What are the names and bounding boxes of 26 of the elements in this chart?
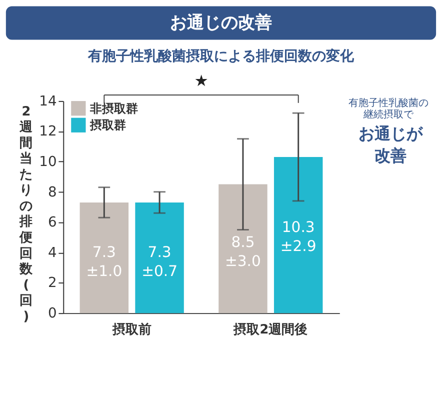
y-tick-label: 0 <box>48 306 57 322</box>
legend-label: 摂取群 <box>88 118 126 132</box>
data-label: 8.5 ±3.0 <box>225 234 261 270</box>
x-tick-label: 摂取前 <box>111 322 152 338</box>
y-tick-label: 14 <box>39 93 57 110</box>
data-label: 10.3 ±2.9 <box>280 219 316 255</box>
text: ★ <box>194 71 208 90</box>
legend-label: 非摂取群 <box>88 101 138 116</box>
bar <box>80 202 129 314</box>
bar <box>218 184 268 314</box>
x-tick-label: 摂取2週間後 <box>232 321 308 338</box>
chart-title: お通じの改善 <box>170 12 272 32</box>
text: 有胞子性乳酸菌の継続摂取で <box>348 96 429 121</box>
text: 2週間当たりの排便回数(回) <box>20 104 33 324</box>
text: お通じが改善 <box>358 124 424 165</box>
data-label: 7.3 ±1.0 <box>86 244 122 280</box>
y-tick-label: 4 <box>48 244 57 261</box>
y-tick-label: 8 <box>48 184 57 200</box>
y-tick-label: 12 <box>39 124 57 140</box>
data-label: 7.3 ±0.7 <box>142 244 178 280</box>
bar <box>274 157 323 314</box>
y-tick-label: 6 <box>48 214 57 231</box>
y-tick-label: 2 <box>48 275 57 292</box>
bar <box>135 202 184 314</box>
chart-subtitle: 有胞子性乳酸菌摂取による排便回数の変化 <box>86 48 355 65</box>
y-tick-label: 10 <box>39 154 57 170</box>
